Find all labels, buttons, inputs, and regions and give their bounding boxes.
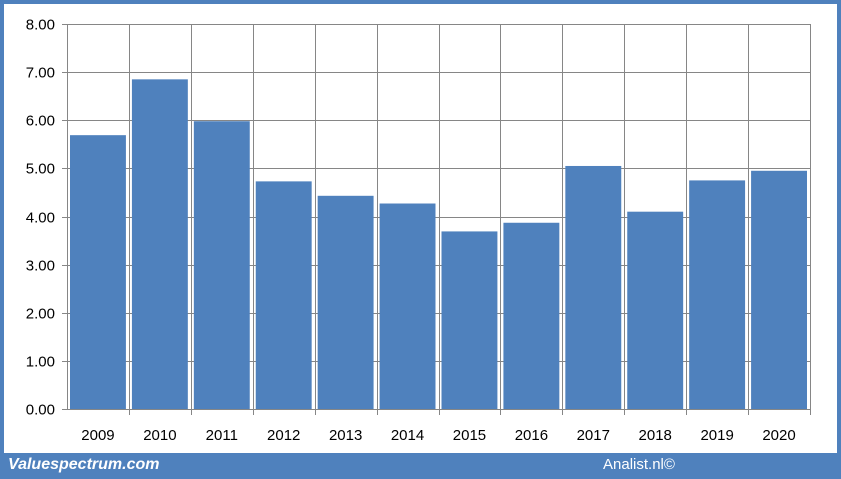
- x-tick-label: 2018: [639, 427, 672, 444]
- bar-2011: [193, 121, 250, 410]
- y-tick-label: 4.00: [26, 210, 55, 227]
- grid-lines: [67, 24, 811, 415]
- bar-2016: [503, 222, 560, 409]
- y-tick-label: 2.00: [26, 306, 55, 323]
- y-tick-label: 1.00: [26, 354, 55, 371]
- y-tick-label: 6.00: [26, 113, 55, 130]
- y-tick-label: 8.00: [26, 17, 55, 34]
- y-tick-label: 5.00: [26, 161, 55, 178]
- y-tick-label: 0.00: [26, 402, 55, 419]
- bar-2009: [70, 135, 126, 409]
- x-tick-label: 2009: [81, 427, 114, 444]
- x-tick-label: 2019: [700, 427, 733, 444]
- bar-2010: [131, 79, 188, 409]
- bar-chart: 0.00 1.00 2.00 3.00 4.00 5.00 6.00 7.00 8.00 200…: [26, 17, 811, 444]
- bar-2018: [627, 211, 684, 409]
- x-tick-label: 2014: [391, 427, 424, 444]
- x-tick-label: 2011: [206, 427, 238, 444]
- y-tick-label: 3.00: [26, 258, 55, 275]
- bars: [70, 79, 807, 410]
- x-tick-label: 2016: [515, 427, 548, 444]
- x-tick-label: 2010: [143, 427, 176, 444]
- x-tick-labels: 2009 2010 2011 2012 2013 2014 2015 2016 2017 2018…: [81, 427, 795, 444]
- bar-2017: [565, 165, 622, 409]
- x-tick-label: 2017: [577, 427, 610, 444]
- y-tick-labels: 0.00 1.00 2.00 3.00 4.00 5.00 6.00 7.00 8.00: [26, 17, 55, 419]
- bar-2019: [689, 180, 746, 409]
- bar-2015: [441, 231, 498, 409]
- bar-2014: [379, 203, 436, 409]
- x-tick-label: 2015: [453, 427, 486, 444]
- x-tick-label: 2012: [267, 427, 300, 444]
- x-tick-label: 2013: [329, 427, 362, 444]
- footer-source-left: Valuespectrum.com: [8, 456, 160, 473]
- y-tick-label: 7.00: [26, 65, 55, 82]
- bar-2012: [255, 181, 312, 409]
- footer-source-right: Analist.nl©: [603, 456, 675, 473]
- bar-2013: [317, 195, 374, 409]
- x-tick-label: 2020: [762, 427, 795, 444]
- bar-2020: [751, 170, 807, 409]
- axes: [62, 24, 810, 410]
